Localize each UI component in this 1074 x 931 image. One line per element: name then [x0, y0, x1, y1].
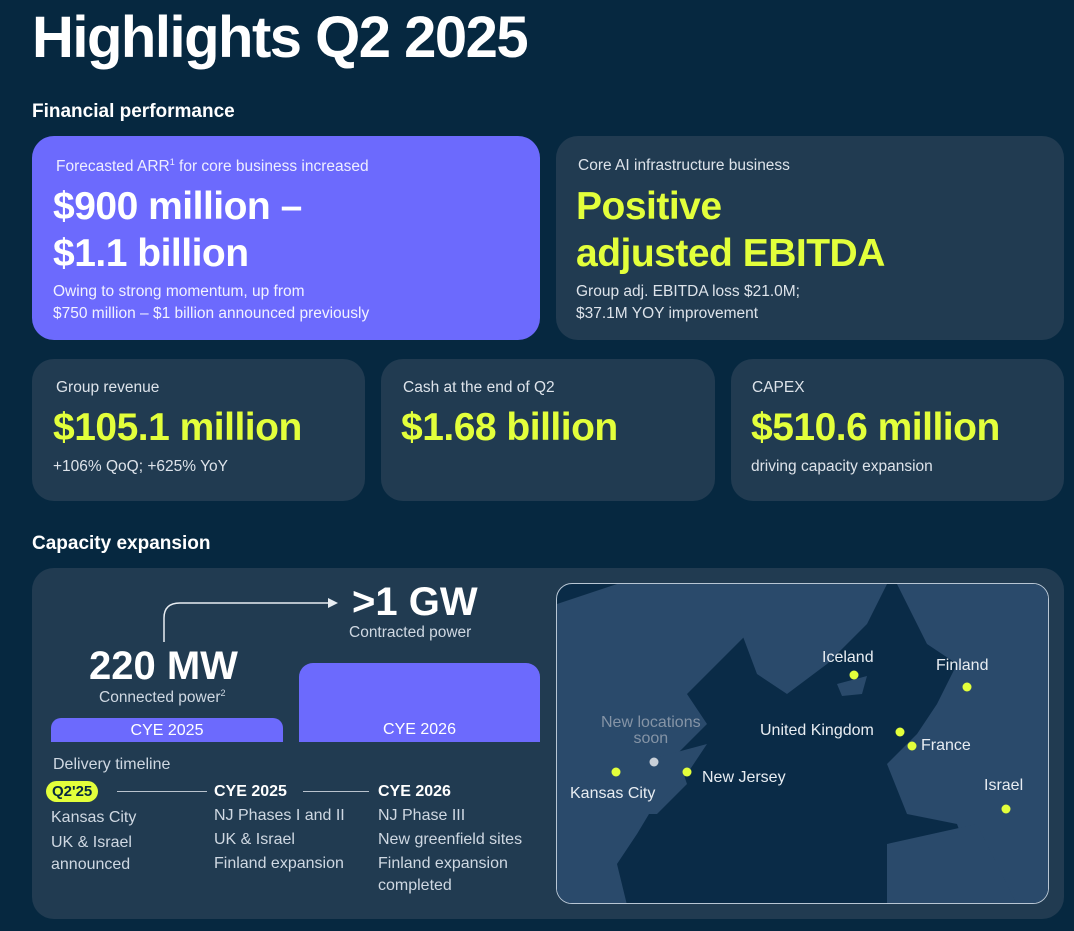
location-dot: [1001, 804, 1011, 814]
cye-2026-bar: CYE 2026: [299, 663, 540, 742]
revenue-card: Group revenue $105.1 million +106% QoQ; …: [32, 359, 365, 501]
map-label-france: France: [921, 737, 971, 754]
connected-value: 220 MW: [89, 644, 238, 688]
arr-label: Forecasted ARR1 for core business increa…: [56, 157, 369, 176]
arrow-icon: [163, 598, 338, 642]
map-label-finland: Finland: [936, 657, 989, 674]
contracted-label: Contracted power: [349, 624, 472, 641]
capex-value: $510.6 million: [751, 406, 1000, 449]
revenue-value: $105.1 million: [53, 406, 302, 449]
capex-label: CAPEX: [752, 379, 805, 396]
contracted-value: >1 GW: [352, 580, 478, 624]
location-dot: [849, 670, 859, 680]
financial-heading: Financial performance: [32, 101, 235, 122]
map-label-uk: United Kingdom: [760, 722, 874, 739]
location-dot: [907, 741, 917, 751]
ebitda-note: Group adj. EBITDA loss $21.0M; $37.1M YOY…: [576, 283, 800, 322]
arr-card: Forecasted ARR1 for core business increa…: [32, 136, 540, 340]
new-location-dot: [649, 757, 659, 767]
map-landmass: [557, 584, 1048, 903]
cash-value: $1.68 billion: [401, 406, 618, 449]
map-label-new-locations: New locations soon: [601, 714, 701, 747]
timeline-stage-cye2025: CYE 2025 NJ Phases I and II UK & Israel …: [214, 783, 345, 872]
q2-25-badge: Q2'25: [46, 781, 99, 802]
location-dot: [895, 727, 905, 737]
timeline-stage-q2: Kansas City UK & Israel announced: [51, 809, 137, 873]
revenue-label: Group revenue: [56, 379, 160, 396]
location-dot: [611, 767, 621, 777]
page-title: Highlights Q2 2025: [32, 5, 529, 70]
arr-value: $900 million – $1.1 billion: [53, 185, 302, 275]
location-dot: [962, 682, 972, 692]
map-label-kansas-city: Kansas City: [570, 785, 656, 802]
ebitda-card: Core AI infrastructure business Positive…: [556, 136, 1064, 340]
connected-label: Connected power2: [99, 688, 226, 707]
location-dot: [682, 767, 692, 777]
timeline-connector: [117, 791, 207, 792]
revenue-note: +106% QoQ; +625% YoY: [53, 458, 228, 475]
timeline-stage-cye2026: CYE 2026 NJ Phase III New greenfield sit…: [378, 783, 523, 894]
map-label-new-jersey: New Jersey: [702, 769, 786, 786]
arr-note: Owing to strong momentum, up from $750 mi…: [53, 283, 370, 322]
cye-2025-bar: CYE 2025: [51, 718, 283, 742]
capex-card: CAPEX $510.6 million driving capacity ex…: [731, 359, 1064, 501]
map-label-iceland: Iceland: [822, 649, 874, 666]
map-label-israel: Israel: [984, 777, 1024, 794]
timeline-heading: Delivery timeline: [53, 756, 171, 773]
cash-label: Cash at the end of Q2: [403, 379, 555, 396]
ebitda-value: Positive adjusted EBITDA: [576, 185, 885, 275]
capex-note: driving capacity expansion: [751, 458, 933, 475]
locations-map: Iceland Finland United Kingdom France Is…: [556, 583, 1049, 904]
ebitda-label: Core AI infrastructure business: [578, 157, 790, 174]
cash-card: Cash at the end of Q2 $1.68 billion: [381, 359, 715, 501]
timeline-connector: [303, 791, 369, 792]
capacity-heading: Capacity expansion: [32, 533, 211, 554]
